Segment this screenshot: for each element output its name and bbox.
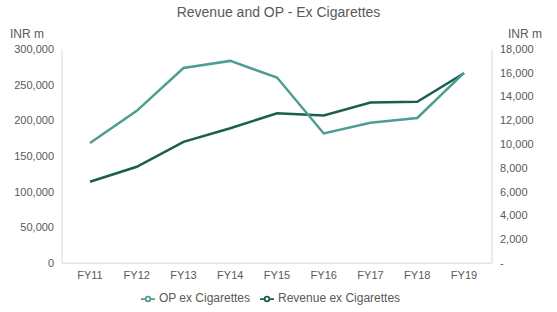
svg-text:-: - [500, 257, 504, 269]
svg-text:14,000: 14,000 [500, 90, 534, 102]
svg-text:16,000: 16,000 [500, 67, 534, 79]
svg-text:FY16: FY16 [311, 269, 337, 281]
svg-text:FY17: FY17 [357, 269, 383, 281]
svg-text:12,000: 12,000 [500, 114, 534, 126]
svg-text:10,000: 10,000 [500, 138, 534, 150]
svg-text:50,000: 50,000 [20, 221, 54, 233]
html-text:Revenue ex Cigarettes: Revenue ex Cigarettes [278, 291, 401, 306]
svg-text:FY19: FY19 [451, 269, 477, 281]
svg-text:FY14: FY14 [217, 269, 243, 281]
svg-text:4,000: 4,000 [500, 209, 528, 221]
html-text:Revenue and OP - Ex Cigarettes: Revenue and OP - Ex Cigarettes [176, 4, 381, 20]
svg-text:FY11: FY11 [77, 269, 102, 281]
svg-text:FY15: FY15 [264, 269, 290, 281]
svg-text:18,000: 18,000 [500, 43, 534, 55]
svg-text:FY12: FY12 [124, 269, 150, 281]
svg-text:0: 0 [48, 257, 54, 269]
svg-text:FY13: FY13 [170, 269, 196, 281]
svg-text:FY18: FY18 [404, 269, 430, 281]
svg-text:2,000: 2,000 [500, 233, 528, 245]
svg-text:150,000: 150,000 [14, 150, 54, 162]
svg-text:6,000: 6,000 [500, 186, 528, 198]
html-text:OP ex Cigarettes: OP ex Cigarettes [158, 291, 250, 306]
html-text:INR m: INR m [508, 27, 542, 41]
svg-text:200,000: 200,000 [14, 114, 54, 126]
svg-text:300,000: 300,000 [14, 43, 54, 55]
svg-text:8,000: 8,000 [500, 162, 528, 174]
svg-text:100,000: 100,000 [14, 186, 54, 198]
html-text:INR m: INR m [10, 27, 44, 41]
svg-text:250,000: 250,000 [14, 79, 54, 91]
